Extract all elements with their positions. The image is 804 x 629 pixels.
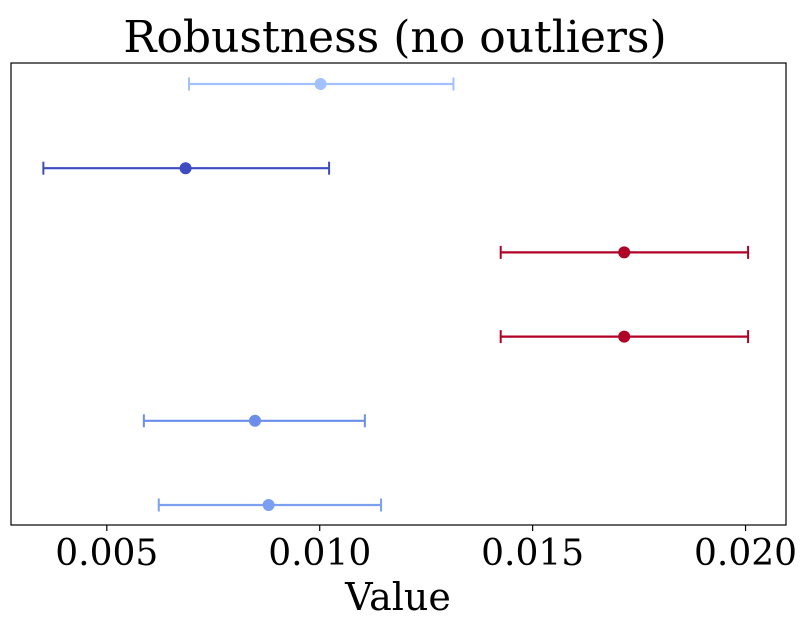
data-point [618, 330, 631, 343]
error-bar-row [187, 77, 455, 91]
error-bar-row [499, 245, 750, 259]
plot-area [42, 77, 750, 512]
plot-frame [10, 62, 787, 526]
x-tick-label: 0.015 [481, 533, 584, 574]
chart-title: Robustness (no outliers) [123, 12, 666, 63]
x-tick-label: 0.005 [55, 533, 158, 574]
error-bar-row [142, 414, 366, 428]
x-tick-label: 0.020 [694, 533, 797, 574]
error-bar-row [157, 498, 383, 512]
x-axis-label: Value [344, 575, 451, 619]
data-point [248, 414, 261, 427]
error-bar-row [42, 161, 331, 175]
x-tick-label: 0.010 [268, 533, 371, 574]
data-point [618, 246, 631, 259]
data-point [179, 162, 192, 175]
x-axis: 0.005 0.010 0.015 0.020 [55, 525, 797, 574]
data-point [314, 78, 327, 90]
data-point [262, 499, 275, 511]
error-bar-row [499, 330, 750, 344]
